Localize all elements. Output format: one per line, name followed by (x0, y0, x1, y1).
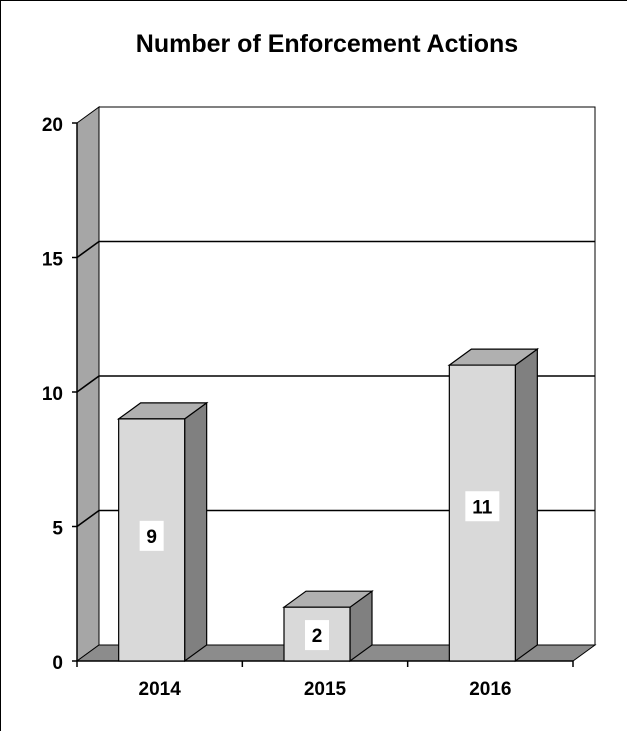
data-label-box (305, 620, 329, 651)
y-axis: 0 5 10 15 20 (42, 115, 78, 674)
y-tick-label: 20 (42, 115, 63, 136)
data-label-box (465, 491, 500, 522)
bar-side (184, 401, 208, 663)
bars: 9 2 11 (116, 347, 540, 663)
x-tick-label: 2014 (139, 679, 182, 700)
bar-side (514, 347, 538, 663)
gridline (76, 509, 595, 528)
chart-title: Number of Enforcement Actions (136, 30, 518, 58)
gridline (76, 240, 595, 259)
bar: 2 (282, 590, 374, 663)
data-label: 11 (472, 497, 493, 518)
gridline (76, 375, 595, 393)
data-label: 2 (312, 626, 323, 647)
data-label-box (139, 520, 164, 551)
x-axis: 2014 2015 2016 (76, 660, 574, 700)
x-tick-label: 2015 (304, 679, 347, 700)
y-tick-label: 15 (42, 250, 64, 271)
x-tick-label: 2016 (469, 679, 511, 700)
data-label: 9 (146, 527, 157, 548)
bar: 9 (116, 401, 209, 663)
y-tick-label: 0 (52, 653, 63, 674)
bar: 11 (447, 347, 540, 663)
gridlines (76, 240, 595, 528)
y-tick-label: 10 (42, 384, 63, 405)
y-tick-label: 5 (52, 519, 63, 540)
